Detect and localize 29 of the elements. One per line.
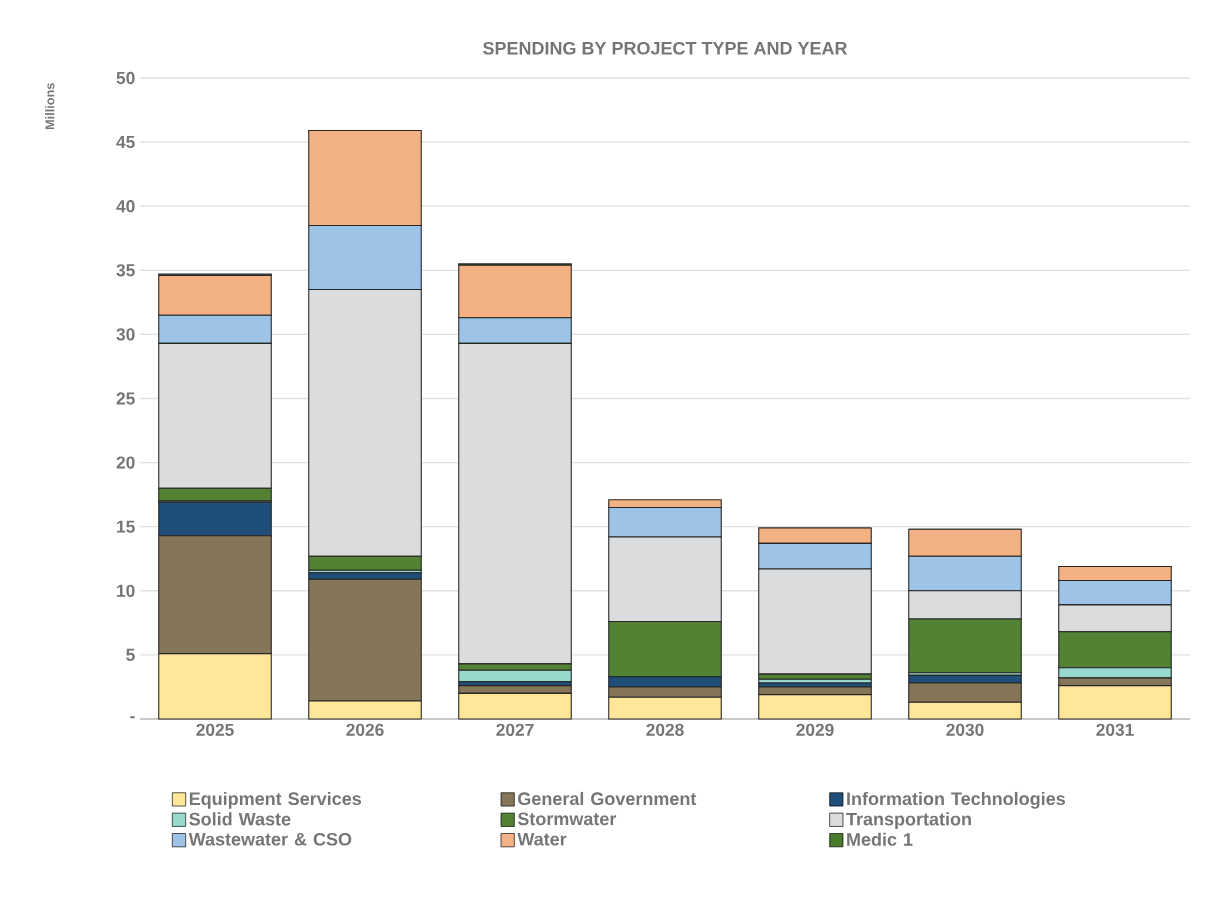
x-tick-label: 2031 [1096,723,1134,736]
legend-label: Equipment Services [189,791,361,809]
legend-label: Wastewater & CSO [188,832,352,846]
x-tick-label: 2026 [346,723,384,736]
x-tick-label: 2029 [796,723,834,736]
y-tick-label: 15 [117,520,135,533]
legend-label: Stormwater [517,812,617,826]
chart-title: SPENDING BY PROJECT TYPE AND YEAR [483,41,848,55]
x-tick-label: 2030 [946,723,984,736]
legend-label: Medic 1 [847,832,913,846]
y-tick-label: 35 [116,264,135,277]
y-tick-label: 50 [116,71,135,85]
y-tick-label: 45 [116,136,135,149]
legend-label: General Government [518,791,697,806]
legend-label: Transportation [846,812,971,830]
y-tick-label: 10 [117,584,135,597]
y-tick-label: 5 [126,648,135,661]
y-tick-label: - [130,716,135,719]
y-tick-label: 40 [116,200,135,213]
y-tick-label: 20 [116,456,135,469]
y-tick-label: 30 [116,328,135,341]
legend-label: Solid Waste [189,812,291,826]
legend-label: Information Technologies [847,791,1065,809]
y-axis-title: Millions [45,83,55,129]
x-tick-label: 2028 [646,723,684,736]
x-tick-label: 2025 [196,723,234,736]
x-tick-label: 2027 [496,723,534,736]
y-tick-label: 25 [116,392,135,405]
legend-label: Water [517,832,567,846]
